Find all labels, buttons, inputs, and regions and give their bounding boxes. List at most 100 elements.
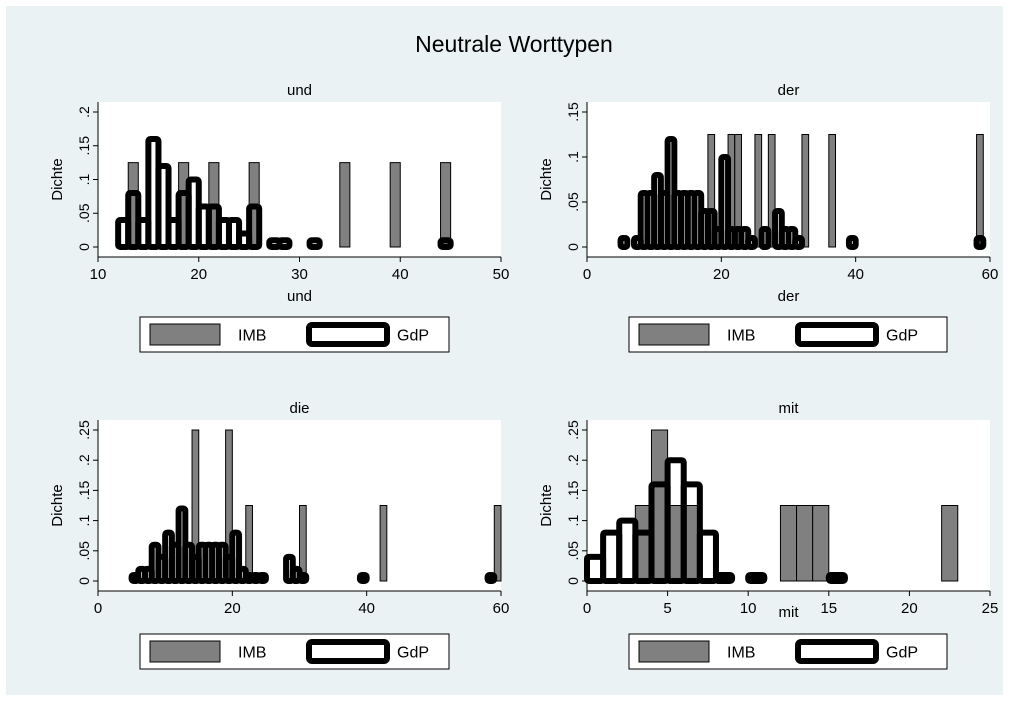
bar-imb: [440, 162, 452, 248]
legend-label-gdp: GdP: [397, 328, 429, 345]
bar-imb: [976, 134, 984, 248]
bar-gdp: [256, 571, 269, 585]
legend-key-gdp: [306, 322, 390, 347]
y-tick-label: .1: [76, 515, 92, 527]
bar-gdp: [306, 237, 323, 250]
bar-gdp: [276, 237, 293, 250]
y-tick-label: .15: [76, 136, 92, 156]
bar-gdp: [296, 571, 310, 585]
bar-gdp: [825, 571, 848, 585]
x-tick-label: 20: [190, 266, 207, 283]
bar-gdp: [356, 571, 370, 585]
panel-title: und: [287, 82, 312, 99]
x-tick-label: 10: [90, 266, 107, 283]
bar-gdp: [484, 571, 498, 585]
panel-title: mit: [779, 400, 800, 417]
x-tick-label: 0: [94, 600, 102, 617]
x-tick-label: 0: [583, 600, 591, 617]
y-tick-label: .05: [565, 192, 581, 212]
panel-mit: mit 0 .05 .1 .15 .2 .25 Dichte 0 5 10 15 20 25 mit IMB G…: [538, 400, 999, 670]
x-tick-label: 20: [901, 600, 918, 617]
legend-label-gdp: GdP: [886, 645, 918, 662]
y-tick-label: .05: [76, 203, 92, 223]
y-tick-label: .1: [76, 173, 92, 185]
bar-imb: [828, 134, 837, 248]
x-axis-label: mit: [779, 604, 800, 621]
legend-key-imb: [638, 323, 710, 346]
legend-key-imb: [149, 323, 221, 346]
y-tick-label: .2: [76, 454, 92, 466]
x-tick-label: 20: [713, 266, 730, 283]
x-axis-label: der: [778, 288, 800, 305]
bar-gdp: [973, 235, 987, 250]
bar-imb: [379, 505, 388, 582]
y-tick-label: 0: [565, 577, 581, 585]
x-tick-label: 25: [982, 600, 999, 617]
x-tick-label: 40: [847, 266, 864, 283]
legend-label-imb: IMB: [727, 645, 755, 662]
x-axis-label: und: [287, 288, 312, 305]
y-tick-label: .2: [76, 106, 92, 118]
x-tick-label: 40: [392, 266, 409, 283]
x-tick-label: 15: [820, 600, 837, 617]
bar-gdp: [155, 163, 172, 250]
x-tick-label: 60: [493, 600, 510, 617]
y-axis-label: Dichte: [49, 484, 66, 527]
bar-gdp: [792, 235, 805, 250]
bar-imb: [493, 505, 502, 582]
x-tick-label: 50: [493, 266, 510, 283]
panel-und: und 0 .05 .1 .15 .2 Dichte 10 20 30 40 50 und IMB GdP: [49, 82, 510, 353]
bar-gdp: [845, 235, 859, 250]
y-tick-label: .1: [565, 151, 581, 163]
y-tick-label: 0: [565, 243, 581, 251]
legend-label-gdp: GdP: [397, 645, 429, 662]
bar-gdp: [437, 237, 454, 250]
legend-label-imb: IMB: [238, 328, 266, 345]
y-tick-label: 0: [76, 243, 92, 251]
bar-gdp: [758, 226, 772, 250]
y-tick-label: .25: [76, 420, 92, 440]
bar-gdp: [246, 203, 263, 250]
bar-imb: [779, 505, 798, 582]
x-tick-label: 60: [982, 266, 999, 283]
bar-imb: [941, 505, 959, 582]
y-tick-label: .15: [76, 480, 92, 500]
bar-imb: [389, 162, 401, 248]
panel-title: der: [778, 82, 800, 99]
y-tick-label: .1: [565, 515, 581, 527]
bar-imb: [767, 134, 776, 248]
bar-imb: [812, 505, 830, 582]
x-tick-label: 20: [224, 600, 241, 617]
bar-imb: [754, 134, 763, 248]
x-tick-label: 40: [358, 600, 375, 617]
y-tick-label: 0: [76, 577, 92, 585]
legend-key-gdp: [795, 322, 879, 347]
bar-gdp: [745, 235, 758, 250]
legend-label-imb: IMB: [238, 645, 266, 662]
panel-die: die 0 .05 .1 .15 .2 .25 Dichte 0 20 40 60 IMB GdP: [49, 400, 510, 670]
plot-area: [98, 102, 501, 257]
x-tick-label: 0: [583, 266, 591, 283]
bar-imb: [801, 134, 810, 248]
figure-title: Neutrale Worttypen: [415, 31, 613, 57]
legend-label-gdp: GdP: [886, 328, 918, 345]
bar-gdp: [617, 235, 631, 250]
legend-label-imb: IMB: [727, 328, 755, 345]
y-tick-label: .2: [565, 454, 581, 466]
y-tick-label: .05: [565, 541, 581, 561]
legend-key-imb: [149, 640, 221, 663]
x-tick-label: 10: [740, 600, 757, 617]
bar-gdp: [718, 154, 732, 250]
legend-key-gdp: [795, 639, 879, 664]
y-tick-label: .15: [565, 480, 581, 500]
bar-gdp: [229, 529, 243, 584]
y-axis-label: Dichte: [538, 158, 555, 201]
panel-title: die: [289, 400, 309, 417]
x-tick-label: 30: [291, 266, 308, 283]
y-tick-label: .05: [76, 541, 92, 561]
y-axis-label: Dichte: [49, 158, 66, 201]
y-tick-label: .15: [565, 102, 581, 122]
y-tick-label: .25: [565, 420, 581, 440]
